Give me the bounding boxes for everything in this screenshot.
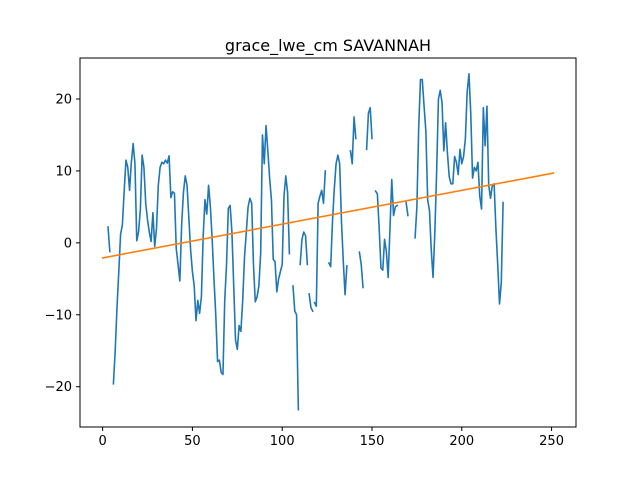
y-tick-label: 20 <box>55 93 72 108</box>
x-tick-label: 200 <box>449 434 474 449</box>
y-tick-label: 10 <box>55 164 72 179</box>
x-tick-label: 250 <box>539 434 564 449</box>
trend-line <box>101 172 555 259</box>
data-series-line <box>107 73 504 411</box>
x-axis: 0 50 100 150 200 250 <box>98 427 564 449</box>
x-tick-label: 150 <box>360 434 385 449</box>
x-tick-label: 100 <box>270 434 295 449</box>
series-layer <box>101 73 555 411</box>
x-tick-label: 0 <box>98 434 106 449</box>
y-tick-label: −10 <box>45 308 72 323</box>
y-axis: −20 −10 0 10 20 <box>45 93 80 395</box>
chart-title: grace_lwe_cm SAVANNAH <box>225 36 431 56</box>
y-tick-label: 0 <box>64 236 72 251</box>
y-tick-label: −20 <box>45 380 72 395</box>
x-tick-label: 50 <box>184 434 201 449</box>
